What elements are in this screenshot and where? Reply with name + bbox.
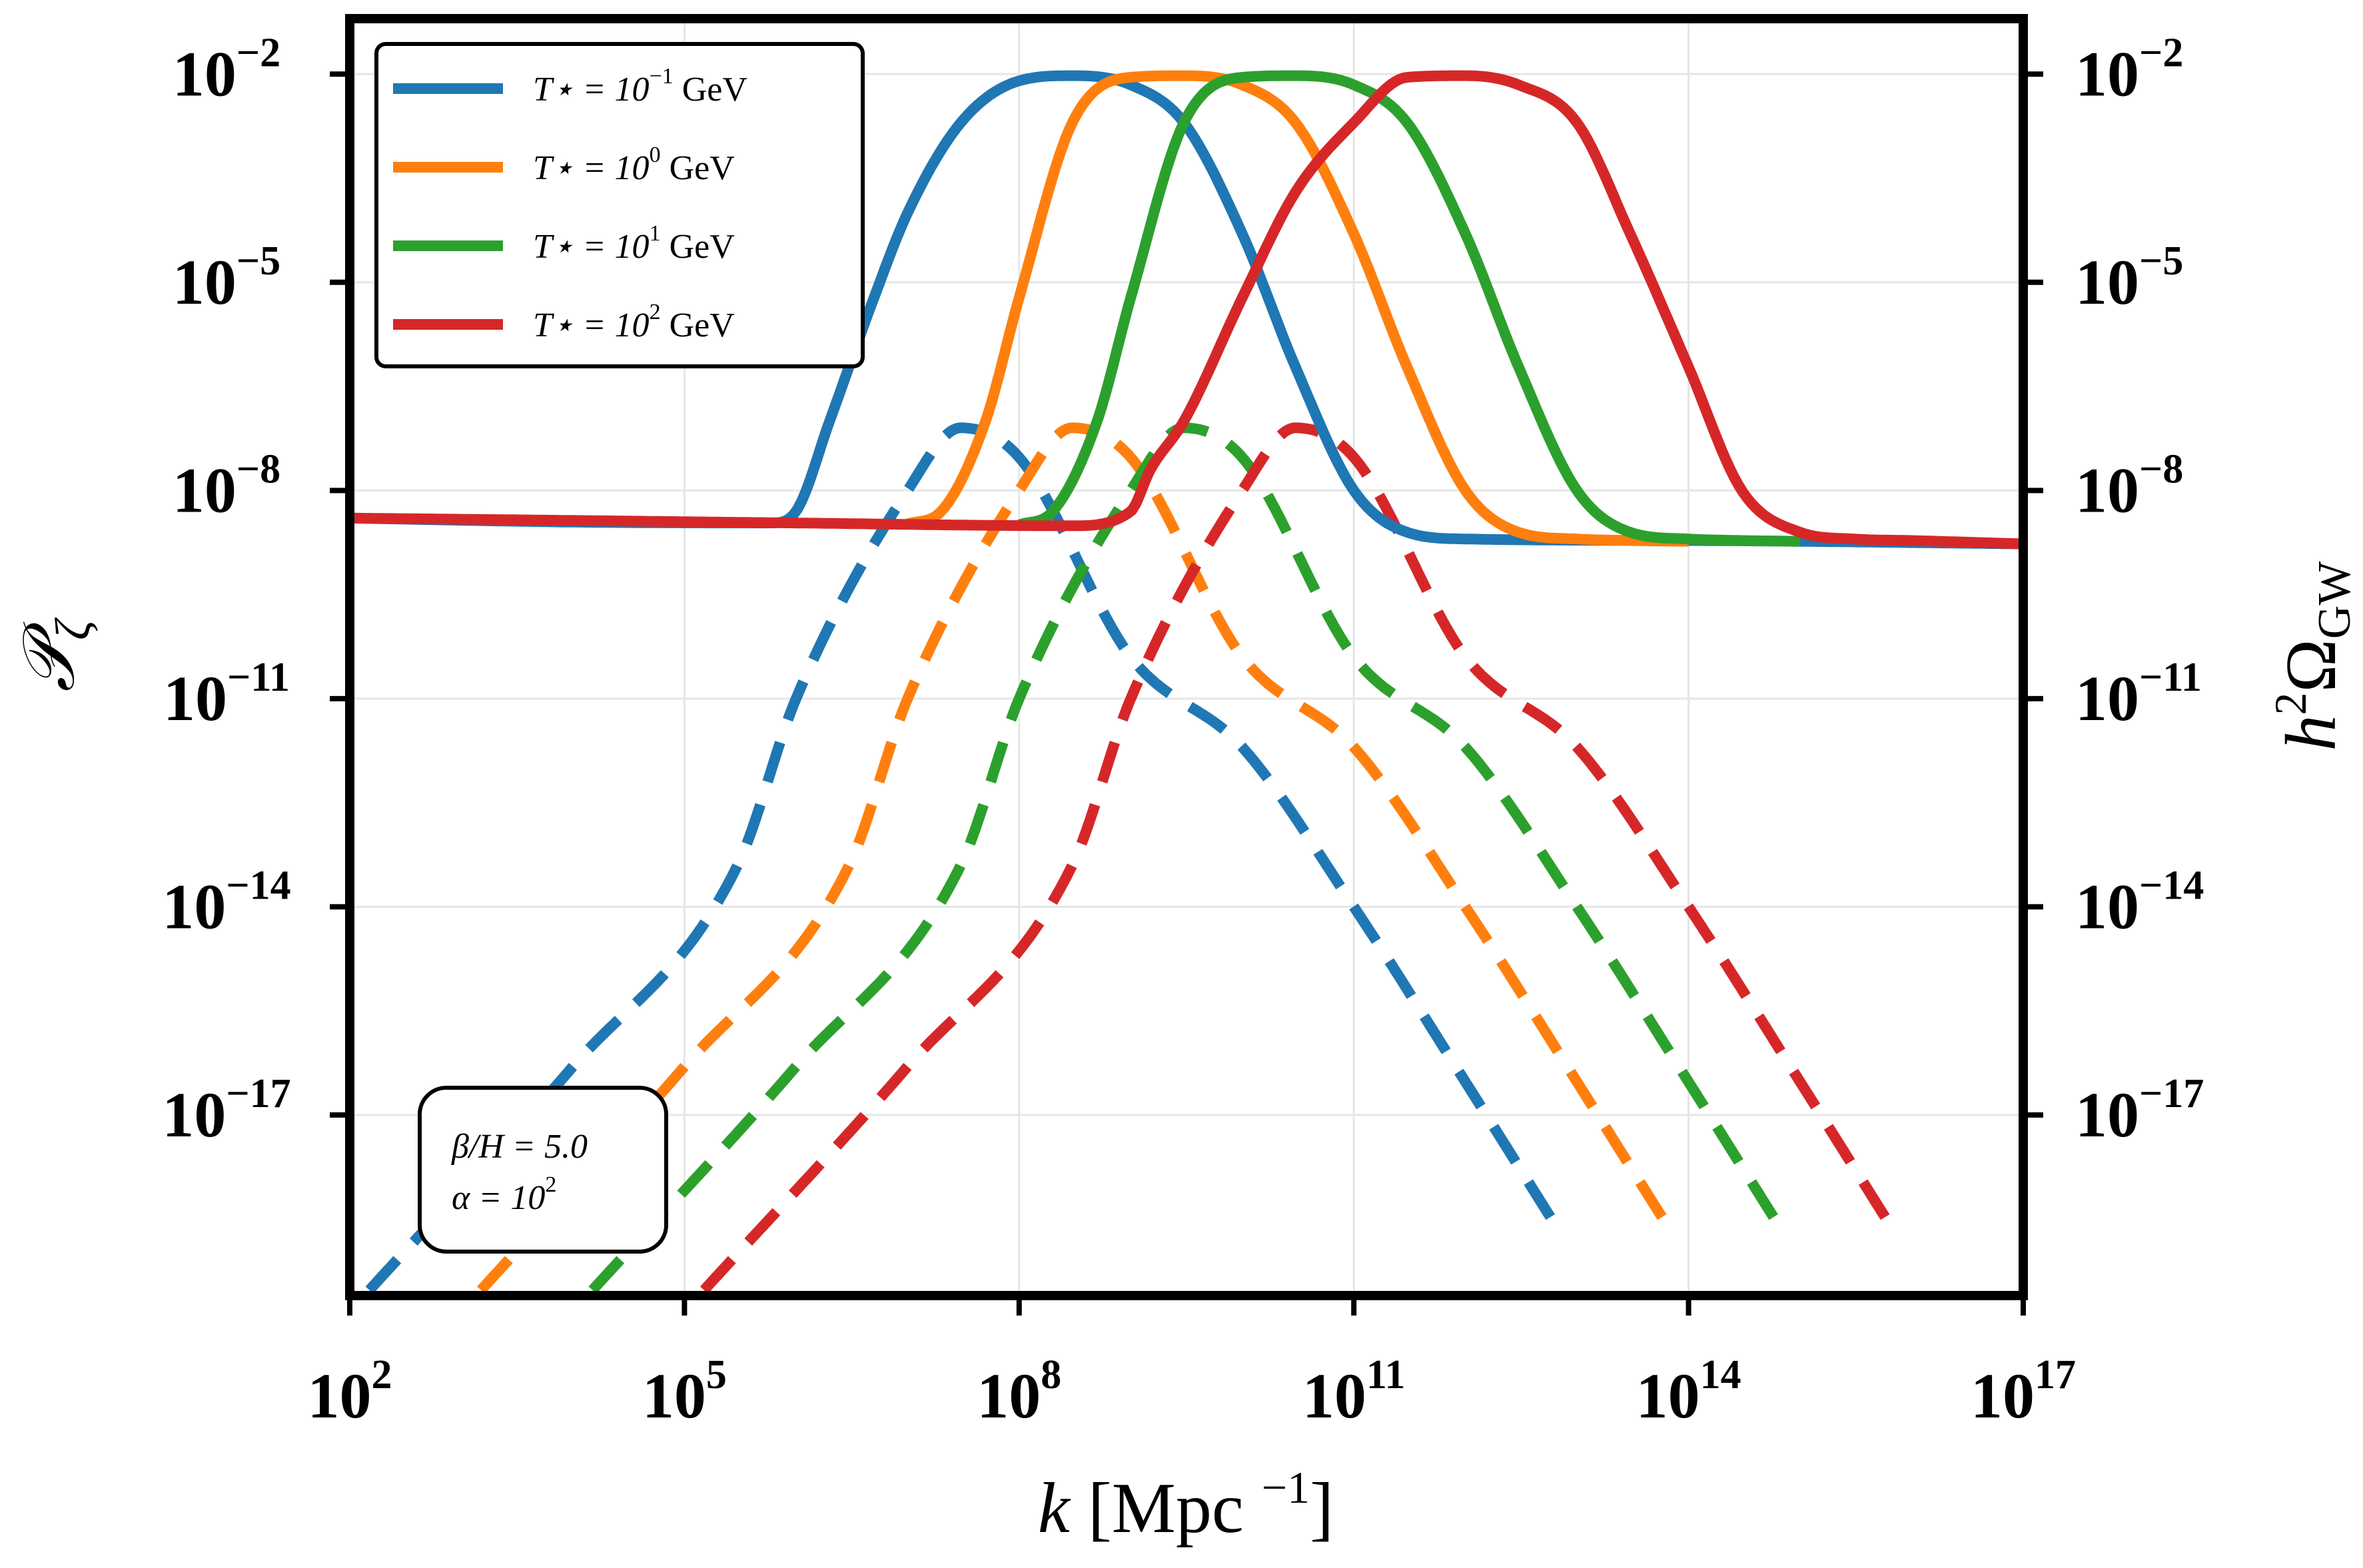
y-axis-label-right: h2ΩGW [2265, 562, 2360, 751]
series-p-zeta-3 [350, 70, 2023, 550]
legend-box [374, 42, 865, 368]
x-axis-label: k [Mpc −1] [1038, 1462, 1334, 1548]
legend-label-0: T⋆ = 10−1 GeV [533, 64, 747, 109]
y-tick-label-right: 10−8 [2075, 446, 2183, 526]
y-axis-label-right-sub: GW [2309, 562, 2360, 639]
annotation-line2-main: α = 10 [452, 1179, 545, 1217]
annotation: β/H = 5.0 α = 102 [418, 1086, 668, 1254]
y-axis-label-right-sup: 2 [2265, 692, 2316, 715]
series-p-zeta-2 [1015, 70, 1804, 547]
y-tick-label-left: 10−8 [173, 446, 280, 526]
legend-label-1: T⋆ = 100 GeV [533, 143, 735, 187]
series-layer [350, 70, 2023, 1294]
annotation-line1: β/H = 5.0 [451, 1128, 588, 1166]
x-tick-label: 105 [642, 1352, 727, 1431]
legend: T⋆ = 10−1 GeV T⋆ = 100 GeV T⋆ = 101 GeV T⋆ … [374, 42, 865, 368]
y-axis-label-left: 𝒫ζ [10, 617, 101, 692]
x-tick-label: 1011 [1302, 1352, 1406, 1431]
y-tick-label-left: 10−11 [163, 655, 290, 734]
x-tick-label: 102 [308, 1352, 392, 1431]
x-tick-label: 1017 [1971, 1352, 2076, 1431]
y-tick-label-left: 10−2 [173, 30, 280, 109]
series-omega-gw-3 [700, 422, 1895, 1294]
annotation-line2: α = 102 [452, 1172, 556, 1217]
y-tick-label-right: 10−5 [2075, 238, 2183, 318]
y-tick-label-left: 10−5 [173, 238, 280, 318]
x-axis-label-text: [Mpc [1070, 1469, 1244, 1548]
ticks: 102 105 108 1011 1014 1017 10−2 10−2 10−5 10−5 10−… [162, 30, 2204, 1431]
y-tick-label-right: 10−2 [2075, 30, 2183, 109]
plot-frame [345, 14, 2028, 1300]
series-p-zeta-1 [904, 70, 1692, 547]
y-tick-label-right: 10−11 [2075, 655, 2202, 734]
y-axis-label-right-h: h [2272, 715, 2351, 751]
series-omega-gw-1 [477, 422, 1673, 1294]
y-tick-label-left: 10−17 [162, 1071, 290, 1150]
legend-label-2: T⋆ = 101 GeV [533, 221, 735, 266]
x-axis-label-sup: −1 [1262, 1462, 1310, 1513]
y-axis-label-right-omega: Ω [2272, 639, 2351, 692]
y-tick-label-right: 10−14 [2075, 863, 2204, 942]
y-axis-label-left-sub: ζ [46, 617, 101, 640]
svg-text:𝒫ζ: 𝒫ζ [10, 617, 101, 692]
x-tick-label: 108 [977, 1352, 1061, 1431]
annotation-line2-sup: 2 [545, 1172, 556, 1197]
y-tick-label-left: 10−14 [162, 863, 290, 942]
annotation-box [418, 1086, 668, 1254]
x-axis-label-post: ] [1310, 1469, 1334, 1548]
y-tick-label-right: 10−17 [2075, 1071, 2204, 1150]
legend-label-3: T⋆ = 102 GeV [533, 300, 735, 344]
svg-text:h2ΩGW: h2ΩGW [2265, 562, 2360, 751]
x-tick-label: 1014 [1636, 1352, 1741, 1431]
series-omega-gw-0 [365, 422, 1561, 1294]
